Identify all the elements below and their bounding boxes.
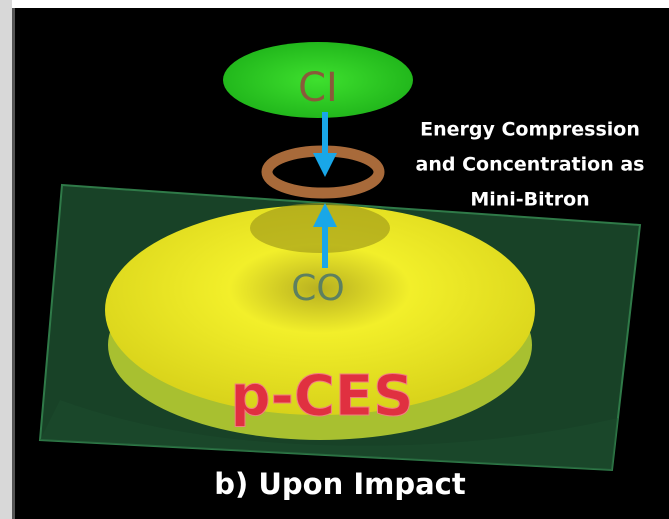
caption: b) Upon Impact <box>214 467 466 501</box>
top-disc <box>223 42 413 118</box>
torus <box>105 205 535 415</box>
label-surface: p-CES <box>230 364 413 429</box>
label-top: CI <box>298 65 338 111</box>
label-bottom: CO <box>291 268 344 309</box>
torus-hole <box>250 203 390 253</box>
plane-overlay <box>40 400 618 470</box>
left-border <box>0 0 12 519</box>
annotation-line: Energy Compression <box>420 119 640 141</box>
left-edge <box>12 8 15 519</box>
annotation-line: Mini-Bitron <box>470 189 589 211</box>
annotation-line: and Concentration as <box>416 154 645 176</box>
top-border <box>0 0 669 8</box>
